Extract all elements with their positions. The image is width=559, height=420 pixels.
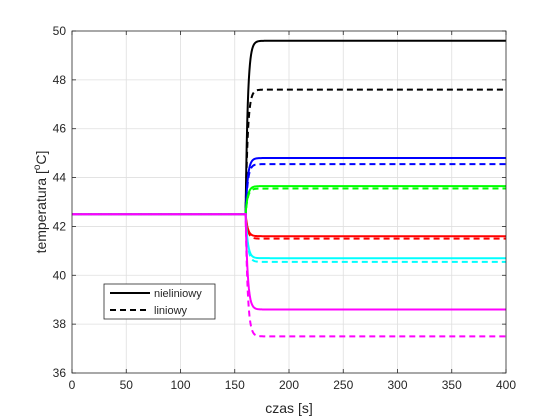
- x-tick-label: 350: [442, 378, 462, 392]
- legend-label-linear: liniowy: [154, 305, 188, 317]
- x-axis-label: czas [s]: [265, 400, 312, 416]
- y-axis-label-main: temperatura [: [33, 170, 49, 253]
- grid: [72, 31, 506, 373]
- series-group: [72, 39, 506, 338]
- legend-label-nonlinear: nieliniowy: [154, 288, 202, 300]
- x-tick-label: 0: [69, 378, 76, 392]
- x-tick-label: 400: [496, 378, 516, 392]
- y-tick-label: 44: [53, 171, 67, 185]
- x-tick-label: 100: [170, 378, 190, 392]
- y-tick-label: 50: [53, 24, 67, 38]
- x-tick-label: 50: [120, 378, 134, 392]
- x-tick-label: 150: [225, 378, 245, 392]
- y-axis-label: temperatura [oC]: [32, 151, 49, 254]
- series-line-linear: [72, 213, 506, 338]
- axis-ticks: 0 50 100 150 200 250 300 350 400 36 38 40 42 44 46 48 50: [53, 24, 517, 392]
- y-tick-label: 38: [53, 317, 67, 331]
- x-tick-label: 250: [333, 378, 353, 392]
- y-axis-label-superscript: o: [32, 164, 43, 170]
- x-tick-label: 200: [279, 378, 299, 392]
- legend: nieliniowy liniowy: [103, 283, 216, 320]
- y-tick-label: 48: [53, 73, 67, 87]
- y-tick-label: 40: [53, 268, 67, 282]
- y-axis-label-tail: C]: [33, 151, 49, 165]
- y-tick-label: 42: [53, 219, 67, 233]
- y-tick-label: 46: [53, 122, 67, 136]
- y-tick-label: 36: [53, 366, 67, 380]
- legend-box: [103, 283, 216, 320]
- x-tick-label: 300: [387, 378, 407, 392]
